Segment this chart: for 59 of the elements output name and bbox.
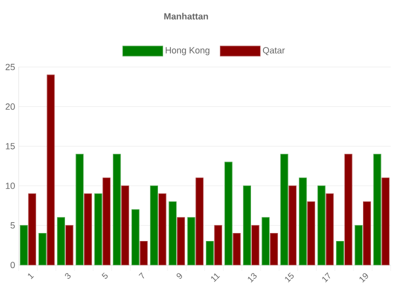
bar — [232, 233, 241, 266]
bar — [206, 240, 214, 266]
bar — [132, 209, 140, 266]
x-tick-label: 5 — [102, 272, 108, 279]
bar — [46, 74, 55, 266]
bar — [354, 225, 363, 266]
x-tick-label: 11 — [211, 273, 220, 282]
bar — [262, 217, 270, 266]
bar — [177, 217, 185, 266]
bar — [158, 193, 166, 266]
bar — [94, 193, 102, 266]
bar — [187, 217, 196, 266]
bar — [168, 201, 177, 266]
y-tick-label: 20 — [6, 103, 15, 110]
chart-title: Manhattan — [164, 12, 208, 20]
y-tick-label: 5 — [10, 222, 15, 229]
bar — [140, 240, 148, 266]
x-tick-label: 17 — [322, 272, 330, 282]
bar — [298, 178, 307, 266]
bar — [344, 154, 352, 266]
bar — [307, 201, 316, 266]
legend-label: Hong Kong — [166, 47, 210, 56]
x-tick-label: 13 — [248, 273, 257, 282]
x-tick-label: 7 — [138, 272, 144, 278]
bar — [382, 178, 390, 266]
bar — [243, 186, 252, 266]
y-tick-label: 0 — [10, 262, 15, 268]
x-tick-label: 15 — [285, 272, 294, 282]
bar — [251, 225, 260, 266]
bar — [150, 186, 158, 266]
y-tick-label: 25 — [6, 64, 15, 70]
bar — [121, 186, 130, 266]
bar — [373, 154, 382, 266]
bar — [76, 154, 84, 266]
bar — [214, 225, 222, 266]
bar — [326, 193, 334, 266]
bar — [196, 178, 204, 266]
x-tick-label: 1 — [28, 273, 34, 280]
bar — [84, 193, 92, 266]
bar — [224, 162, 232, 266]
bar — [318, 186, 326, 266]
bar — [288, 186, 297, 266]
legend-label: Qatar — [262, 47, 285, 56]
bar — [270, 233, 278, 266]
bar — [20, 225, 28, 266]
bar — [102, 178, 110, 266]
bar — [28, 193, 36, 266]
x-tick-label: 19 — [360, 273, 368, 282]
bar — [112, 154, 121, 266]
bar — [336, 240, 344, 266]
bar — [363, 201, 371, 266]
y-tick-label: 15 — [6, 143, 15, 150]
x-tick-label: 3 — [64, 273, 71, 279]
bar — [65, 225, 74, 266]
x-tick-label: 9 — [176, 273, 182, 279]
bar — [38, 233, 46, 266]
bar — [57, 217, 65, 266]
y-tick-label: 10 — [6, 182, 15, 189]
bar — [280, 154, 288, 266]
